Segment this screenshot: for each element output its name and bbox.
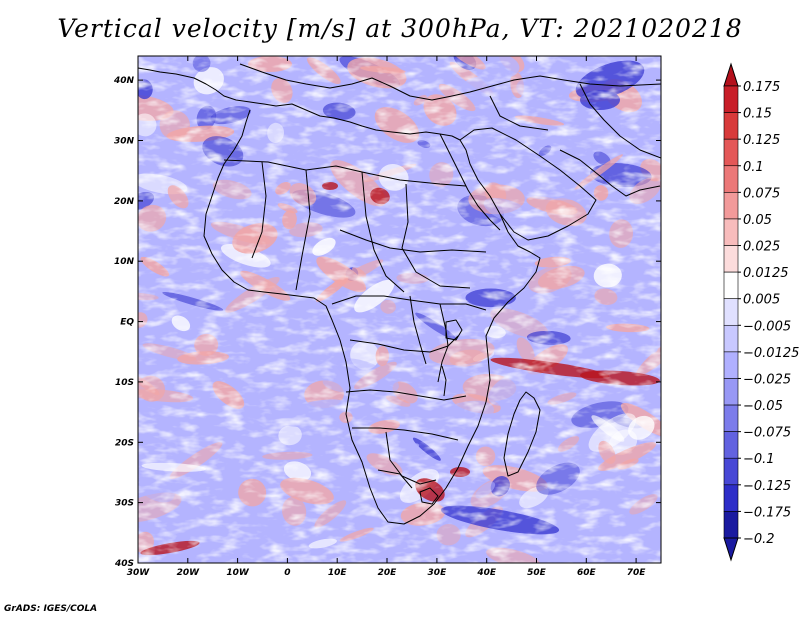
lake-malawi [441, 365, 447, 397]
colorbar-label: 0.125 [743, 133, 780, 148]
colorbar-label: −0.125 [743, 479, 791, 494]
lat-tick-label: 10N [114, 257, 135, 267]
lon-tick-label: 10E [328, 568, 348, 578]
border-10 [352, 427, 459, 441]
colorbar-bin [723, 138, 739, 167]
colorbar-label: −0.075 [743, 426, 791, 441]
colorbar-label: −0.0125 [743, 346, 799, 361]
colorbar-bin [723, 112, 739, 140]
arabian-peninsula-coastline [459, 127, 597, 241]
lon-tick-label: 40E [476, 568, 497, 578]
border-8 [349, 335, 459, 353]
border-2 [251, 161, 267, 259]
colorbar-bin [723, 271, 739, 300]
colorbar-label: −0.1 [743, 452, 775, 467]
colorbar-bin [723, 351, 739, 379]
border-3 [295, 169, 311, 291]
colorbar-label: 0.15 [743, 107, 772, 122]
border-14 [437, 303, 449, 383]
colorbar-bin [723, 85, 739, 113]
colorbar-bin [723, 484, 739, 512]
lon-tick-label: 30E [428, 568, 448, 578]
colorbar-bin [723, 404, 739, 432]
lat-tick-label: 30S [115, 499, 134, 509]
border-1 [223, 159, 467, 187]
colorbar-label: 0.1 [743, 160, 764, 175]
map-title: Vertical velocity [m/s] at 300hPa, VT: 2… [57, 14, 743, 43]
red-sea-coast [439, 133, 501, 231]
colorbar-bin [723, 298, 739, 326]
colorbar-bin [723, 245, 739, 273]
colorbar-bin [723, 511, 739, 539]
lat-tick-label: EQ [120, 318, 134, 328]
madagascar-coastline [503, 391, 541, 477]
colorbar-min-arrow [723, 537, 739, 562]
colorbar-max-arrow [723, 62, 739, 87]
lon-tick-label: 10W [226, 568, 250, 578]
colorbar-label: 0.05 [743, 213, 772, 228]
border-7 [331, 295, 487, 311]
colorbar-bin [723, 324, 739, 353]
lon-tick-label: 50E [527, 568, 547, 578]
lat-tick-label: 20N [114, 197, 135, 207]
africa-coastline [138, 67, 541, 525]
border-5 [401, 183, 471, 289]
field-texture [138, 56, 661, 563]
lon-tick-label: 30W [127, 568, 151, 578]
border-16 [489, 95, 549, 131]
colorbar-label: 0.025 [743, 240, 780, 255]
colorbar-label: 0.175 [743, 80, 780, 95]
colorbar-label: 0.005 [743, 293, 780, 308]
persian-gulf-coastline [559, 149, 661, 197]
colorbar-label: −0.175 [743, 505, 791, 520]
colorbar-bin [723, 192, 739, 220]
credit-text: GrADS: IGES/COLA [4, 604, 98, 614]
colorbar-label: −0.005 [743, 319, 791, 334]
colorbar-bin [723, 218, 739, 246]
colorbar-label: −0.05 [743, 399, 783, 414]
lon-tick-label: 70E [627, 568, 647, 578]
border-12 [377, 469, 413, 489]
border-9 [345, 389, 467, 401]
colorbar-label: 0.0125 [743, 266, 789, 281]
lon-tick-label: 20W [177, 568, 201, 578]
border-15 [579, 83, 661, 159]
lesotho-outline [419, 487, 439, 505]
lat-tick-label: 30N [114, 137, 135, 147]
lat-tick-label: 40N [113, 76, 135, 86]
map-frame [137, 55, 662, 564]
lat-tick-label: 40S [114, 559, 134, 569]
colorbar-label: 0.075 [743, 186, 780, 201]
colorbar-bin [723, 165, 739, 193]
border-13 [409, 295, 427, 365]
coastlines-and-borders [138, 63, 661, 525]
lake-victoria [445, 319, 463, 341]
colorbar: 0.175 0.15 0.125 0.1 0.075 0.05 0.025 0.0125 0.0… [723, 62, 799, 562]
border-4 [361, 171, 405, 293]
colorbar-bin [723, 431, 739, 459]
border-6 [339, 229, 487, 253]
lon-tick-label: 0 [284, 568, 290, 578]
colorbar-bin [723, 378, 739, 406]
velocity-field [138, 56, 661, 563]
lon-tick-label: 60E [577, 568, 597, 578]
longitude-axis: 30W 20W 10W 0 10E 20E 30E 40E 50E 60E 70E [127, 56, 647, 578]
lat-tick-label: 10S [115, 378, 134, 388]
colorbar-bin [723, 457, 739, 486]
lon-tick-label: 20E [378, 568, 398, 578]
colorbar-label: −0.025 [743, 372, 791, 387]
mediterranean-north-coast [239, 63, 661, 101]
lat-tick-label: 20S [115, 438, 134, 448]
latitude-axis: 40N 30N 20N 10N EQ 10S 20S 30S 40S [113, 76, 661, 569]
colorbar-label: −0.2 [743, 532, 775, 547]
